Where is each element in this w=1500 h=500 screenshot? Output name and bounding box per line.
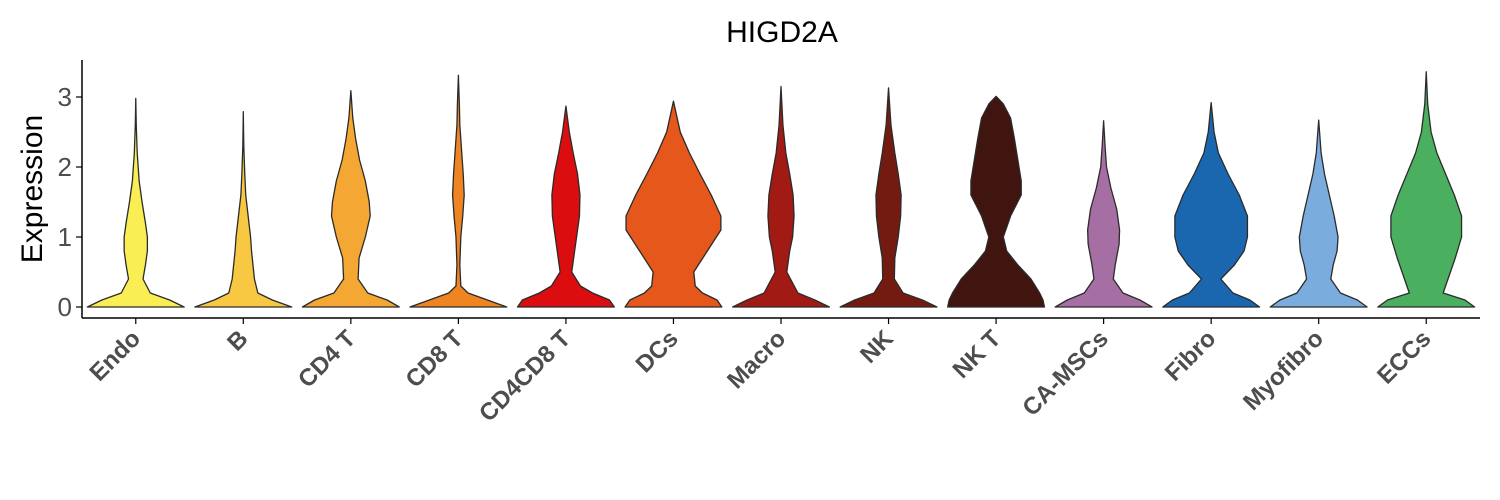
violin-nk [839,87,938,308]
y-tick-label: 2 [58,152,72,182]
violin-b [194,111,293,308]
x-tick-label: Myofibro [1238,325,1329,416]
x-tick-label: Endo [84,325,146,387]
y-axis-label: Expression [16,115,49,263]
violin-fibro [1162,101,1261,308]
x-tick-label: DCs [631,325,684,378]
x-tick-label: Fibro [1160,325,1222,387]
violin-cd4cd8-t [516,105,615,308]
violin-nk-t [947,95,1046,308]
x-axis: Endo B CD4 T CD8 T CD4CD8 T DCs Macro NK NK T CA-… [82,317,1480,427]
y-tick-label: 0 [58,292,72,322]
x-tick-label: NK T [948,325,1007,384]
x-tick-label: ECCs [1372,325,1436,389]
violin-cd8-t [409,74,508,308]
violins-group [86,71,1476,308]
violin-myofibro [1269,119,1368,308]
x-tick-label: B [222,325,253,356]
y-tick-label: 3 [58,82,72,112]
violin-macro [731,85,831,308]
y-axis: 0 1 2 3 [58,60,83,322]
violin-endo [86,97,185,308]
x-tick-label: CD4 T [293,325,361,393]
x-tick-label: CD8 T [401,325,469,393]
violin-eccs [1377,71,1476,308]
chart-title: HIGD2A [726,16,838,49]
x-tick-label: CA-MSCs [1017,325,1113,421]
x-tick-label: Macro [722,325,791,394]
violin-ca-mscs [1054,120,1153,308]
y-tick-label: 1 [58,222,72,252]
x-tick-label: NK [855,325,899,369]
violin-dcs [624,100,723,308]
x-tick-label: CD4CD8 T [474,325,576,427]
violin-cd4-t [301,90,400,308]
